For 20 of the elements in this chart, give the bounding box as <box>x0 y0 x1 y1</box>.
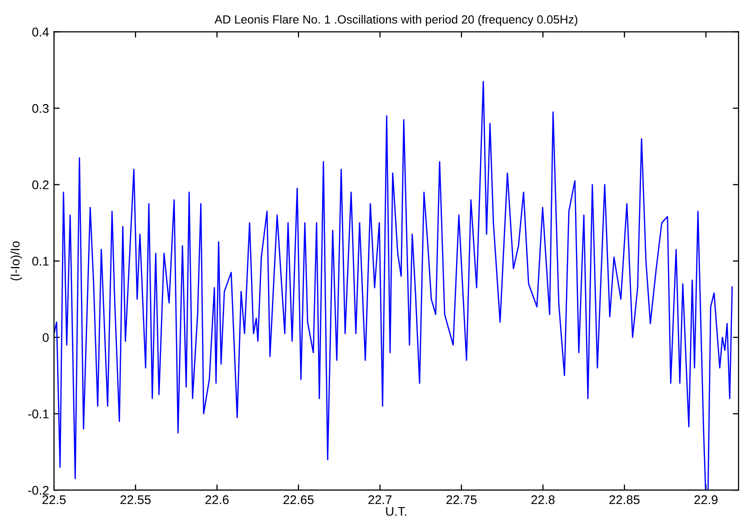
x-tick-label: 22.7 <box>368 495 392 504</box>
x-tick-label: 22.9 <box>694 495 718 504</box>
y-tick-label: 0.4 <box>32 28 49 37</box>
y-tick-label: 0.1 <box>32 256 49 266</box>
y-tick-label: -0.2 <box>28 486 49 495</box>
y-tick-label: -0.1 <box>28 410 49 418</box>
line-series <box>54 80 733 490</box>
x-tick-label: 22.85 <box>609 495 640 504</box>
y-tick-label: 0 <box>42 333 49 342</box>
y-tick-label: 0.3 <box>32 104 49 113</box>
x-tick-label: 22.65 <box>283 495 314 504</box>
y-tick-label: 0.2 <box>32 180 49 190</box>
x-tick-label: 22.55 <box>120 495 151 504</box>
x-tick-label: 22.5 <box>42 495 66 504</box>
x-tick-label: 22.75 <box>446 495 477 504</box>
x-tick-label: 22.6 <box>205 495 229 504</box>
x-tick-label: 22.8 <box>531 495 555 504</box>
x-axis-title: U.T. <box>386 507 406 516</box>
y-axis-title: (I-Io)/Io <box>10 241 22 280</box>
chart-title: AD Leonis Flare No. 1 .Oscillations with period 20 (frequency 0.05Hz) <box>214 14 578 26</box>
